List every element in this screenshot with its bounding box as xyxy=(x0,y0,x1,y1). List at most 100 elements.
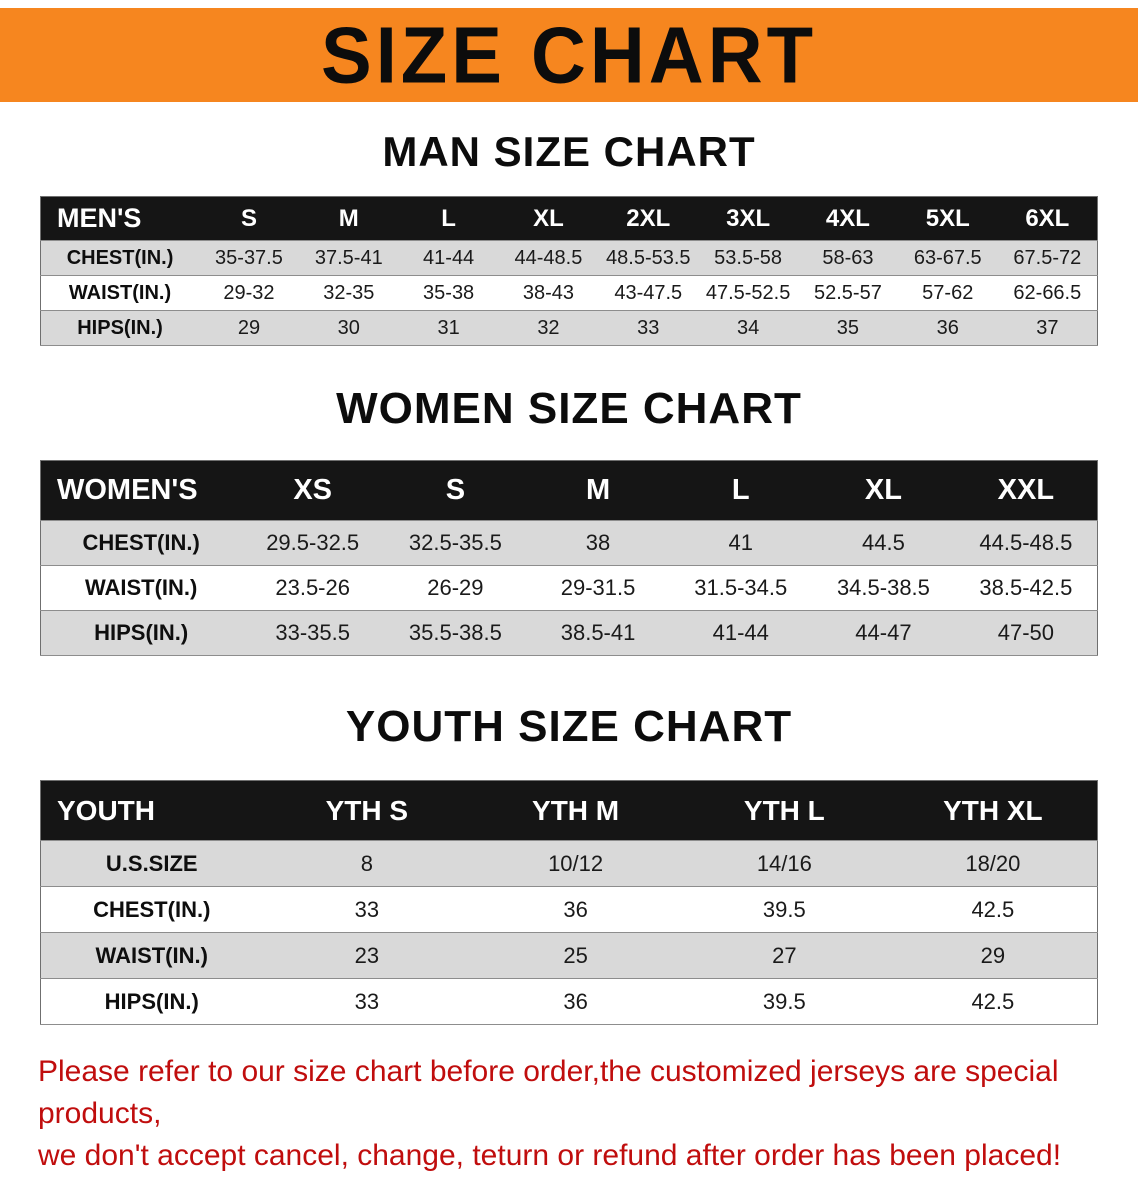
size-value-cell: 35-38 xyxy=(398,275,499,311)
size-value-cell: 34.5-38.5 xyxy=(812,565,955,611)
size-column-header: XL xyxy=(498,196,599,241)
size-value-cell: 44.5-48.5 xyxy=(954,520,1098,566)
size-value-cell: 63-67.5 xyxy=(897,240,998,276)
row-label-cell: WAIST(IN.) xyxy=(40,565,242,611)
row-label-cell: WAIST(IN.) xyxy=(40,275,200,311)
size-value-cell: 10/12 xyxy=(471,840,680,887)
size-chart-banner: SIZE CHART xyxy=(0,8,1138,102)
table-row: CHEST(IN.) 33 36 39.5 42.5 xyxy=(40,886,1098,933)
size-column-header: 4XL xyxy=(798,196,898,241)
size-value-cell: 31 xyxy=(398,310,499,346)
size-column-header: L xyxy=(669,460,813,521)
size-value-cell: 62-66.5 xyxy=(997,275,1098,311)
size-column-header: M xyxy=(526,460,670,521)
size-value-cell: 47-50 xyxy=(954,610,1098,656)
row-label-cell: CHEST(IN.) xyxy=(40,240,200,276)
size-value-cell: 44-47 xyxy=(812,610,955,656)
size-column-header: YTH XL xyxy=(888,780,1098,841)
size-column-header: L xyxy=(398,196,499,241)
size-column-header: YTH S xyxy=(262,780,472,841)
youth-size-table: YOUTH YTH S YTH M YTH L YTH XL U.S.SIZE 8 10/12… xyxy=(40,780,1098,1025)
table-header-row: YOUTH YTH S YTH M YTH L YTH XL xyxy=(40,780,1098,841)
row-label-cell: CHEST(IN.) xyxy=(40,886,263,933)
size-value-cell: 33 xyxy=(262,978,472,1025)
size-value-cell: 32-35 xyxy=(298,275,399,311)
women-section-heading: WOMEN SIZE CHART xyxy=(336,384,802,433)
row-label-cell: HIPS(IN.) xyxy=(40,610,242,656)
size-value-cell: 27 xyxy=(679,932,889,979)
size-column-header: YTH M xyxy=(471,780,680,841)
table-row: HIPS(IN.) 33 36 39.5 42.5 xyxy=(40,978,1098,1025)
row-label-cell: CHEST(IN.) xyxy=(40,520,242,566)
table-title-cell: YOUTH xyxy=(40,780,263,841)
table-row: CHEST(IN.) 35-37.5 37.5-41 41-44 44-48.5 48.5… xyxy=(40,240,1098,276)
size-value-cell: 14/16 xyxy=(679,840,889,887)
table-row: WAIST(IN.) 23 25 27 29 xyxy=(40,932,1098,979)
women-size-table: WOMEN'S XS S M L XL XXL CHEST(IN.) 29.5-32.5 32.5… xyxy=(40,460,1098,656)
size-value-cell: 33-35.5 xyxy=(241,610,385,656)
size-value-cell: 38 xyxy=(526,520,670,566)
size-value-cell: 43-47.5 xyxy=(598,275,699,311)
size-value-cell: 48.5-53.5 xyxy=(598,240,699,276)
row-label-cell: HIPS(IN.) xyxy=(40,310,200,346)
table-header-row: MEN'S S M L XL 2XL 3XL 4XL 5XL 6XL xyxy=(40,196,1098,241)
size-value-cell: 23 xyxy=(262,932,472,979)
size-value-cell: 35 xyxy=(798,310,898,346)
size-value-cell: 29 xyxy=(888,932,1098,979)
size-value-cell: 32.5-35.5 xyxy=(384,520,527,566)
row-label-cell: U.S.SIZE xyxy=(40,840,263,887)
size-value-cell: 29-31.5 xyxy=(526,565,670,611)
size-value-cell: 39.5 xyxy=(679,886,889,933)
size-value-cell: 29.5-32.5 xyxy=(241,520,385,566)
size-value-cell: 47.5-52.5 xyxy=(698,275,799,311)
size-column-header: YTH L xyxy=(679,780,889,841)
men-size-table: MEN'S S M L XL 2XL 3XL 4XL 5XL 6XL CHEST(IN.) 35-37… xyxy=(40,196,1098,346)
size-column-header: S xyxy=(384,460,527,521)
size-value-cell: 41 xyxy=(669,520,813,566)
size-value-cell: 35-37.5 xyxy=(199,240,299,276)
table-title-cell: WOMEN'S xyxy=(40,460,242,521)
size-value-cell: 29-32 xyxy=(199,275,299,311)
size-column-header: XS xyxy=(241,460,385,521)
row-label-cell: HIPS(IN.) xyxy=(40,978,263,1025)
size-value-cell: 42.5 xyxy=(888,886,1098,933)
size-value-cell: 36 xyxy=(471,978,680,1025)
size-value-cell: 41-44 xyxy=(669,610,813,656)
size-value-cell: 39.5 xyxy=(679,978,889,1025)
size-value-cell: 36 xyxy=(897,310,998,346)
size-value-cell: 18/20 xyxy=(888,840,1098,887)
size-column-header: 2XL xyxy=(598,196,699,241)
table-row: WAIST(IN.) 23.5-26 26-29 29-31.5 31.5-34.5 34… xyxy=(40,565,1098,611)
size-value-cell: 41-44 xyxy=(398,240,499,276)
size-column-header: M xyxy=(298,196,399,241)
table-row: HIPS(IN.) 33-35.5 35.5-38.5 38.5-41 41-44 44-… xyxy=(40,610,1098,656)
size-value-cell: 35.5-38.5 xyxy=(384,610,527,656)
size-value-cell: 67.5-72 xyxy=(997,240,1098,276)
size-value-cell: 38-43 xyxy=(498,275,599,311)
size-value-cell: 53.5-58 xyxy=(698,240,799,276)
size-column-header: 5XL xyxy=(897,196,998,241)
size-value-cell: 52.5-57 xyxy=(798,275,898,311)
order-policy-note: Please refer to our size chart before or… xyxy=(38,1051,1100,1177)
youth-section-heading: YOUTH SIZE CHART xyxy=(345,702,793,751)
table-row: U.S.SIZE 8 10/12 14/16 18/20 xyxy=(40,840,1098,887)
size-value-cell: 37 xyxy=(997,310,1098,346)
table-row: CHEST(IN.) 29.5-32.5 32.5-35.5 38 41 44.5 44.5… xyxy=(40,520,1098,566)
size-value-cell: 36 xyxy=(471,886,680,933)
size-value-cell: 38.5-42.5 xyxy=(954,565,1098,611)
size-value-cell: 32 xyxy=(498,310,599,346)
size-value-cell: 38.5-41 xyxy=(526,610,670,656)
size-value-cell: 8 xyxy=(262,840,472,887)
size-column-header: 3XL xyxy=(698,196,799,241)
size-value-cell: 34 xyxy=(698,310,799,346)
table-row: HIPS(IN.) 29 30 31 32 33 34 35 36 37 xyxy=(40,310,1098,346)
size-value-cell: 33 xyxy=(262,886,472,933)
size-value-cell: 30 xyxy=(298,310,399,346)
order-policy-note-line1: Please refer to our size chart before or… xyxy=(38,1055,1059,1130)
size-value-cell: 57-62 xyxy=(897,275,998,311)
table-title-cell: MEN'S xyxy=(40,196,200,241)
men-section-heading: MAN SIZE CHART xyxy=(382,128,756,175)
size-value-cell: 44-48.5 xyxy=(498,240,599,276)
size-value-cell: 23.5-26 xyxy=(241,565,385,611)
size-value-cell: 58-63 xyxy=(798,240,898,276)
